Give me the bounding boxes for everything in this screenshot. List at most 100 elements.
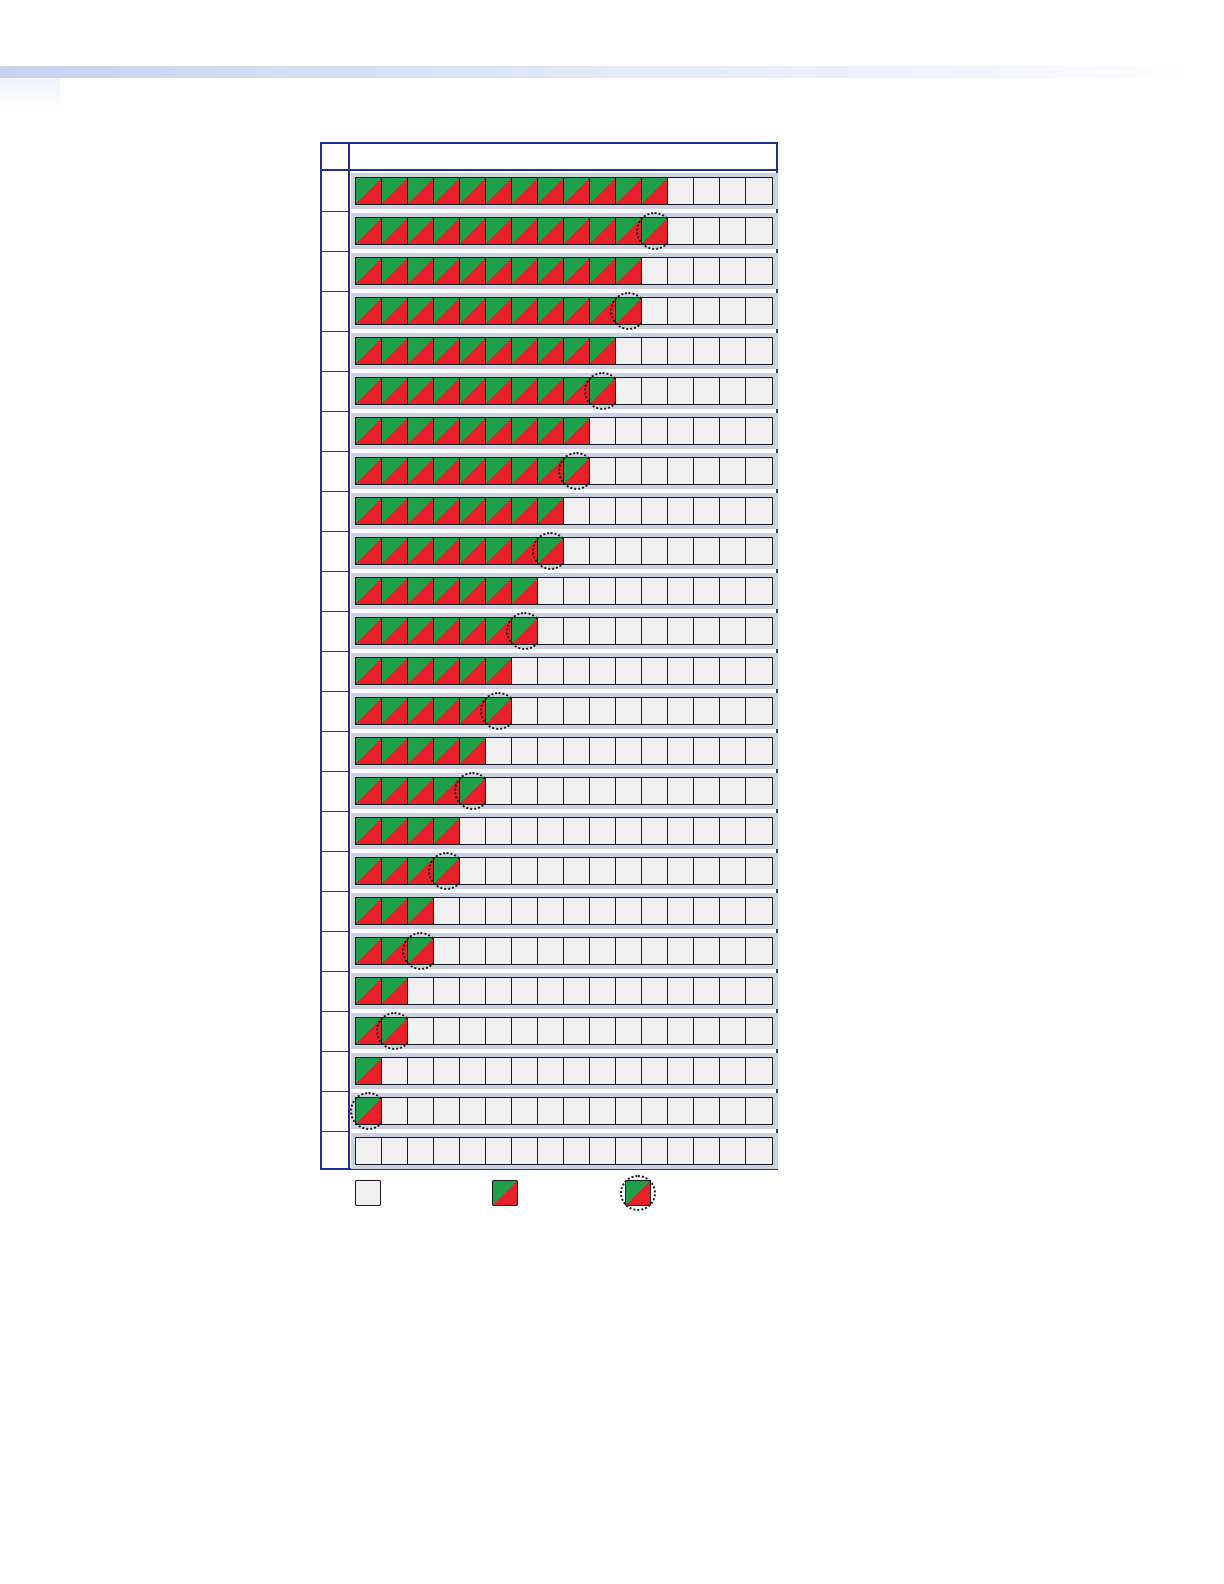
meter-row (322, 1011, 778, 1052)
meter-segment-unlit (590, 498, 616, 524)
meter-segment-unlit (486, 1098, 512, 1124)
level-meter (351, 772, 778, 810)
meter-segment-lit (356, 458, 382, 484)
meter-segment-unlit (642, 658, 668, 684)
level-meter (351, 253, 778, 289)
level-meter-bar (355, 1137, 773, 1165)
meter-segment-lit (408, 378, 434, 404)
level-meter (351, 1133, 778, 1169)
meter-segment-unlit (512, 898, 538, 924)
meter-segment-lit (356, 898, 382, 924)
blinking-segment-icon (620, 1175, 656, 1211)
meter-segment-unlit (538, 818, 564, 844)
meter-segment-unlit (642, 618, 668, 644)
meter-segment-unlit (564, 498, 590, 524)
meter-segment-unlit (538, 698, 564, 724)
meter-segment-unlit (720, 498, 746, 524)
level-meter (351, 292, 778, 330)
meter-segment-unlit (616, 618, 642, 644)
meter-segment-unlit (746, 898, 772, 924)
meter-segment-lit (512, 258, 538, 284)
meter-segment-unlit (746, 1018, 772, 1044)
meter-row (322, 571, 778, 612)
meter-segment-lit (434, 458, 460, 484)
meter-row (322, 1131, 778, 1171)
meter-segment-unlit (720, 1018, 746, 1044)
meter-segment-lit (382, 178, 408, 204)
meter-row (322, 811, 778, 852)
meter-segment-unlit (538, 1018, 564, 1044)
meter-segment-unlit (538, 738, 564, 764)
meter-segment-lit (408, 578, 434, 604)
meter-segment-unlit (642, 418, 668, 444)
meter-segment-unlit (694, 1098, 720, 1124)
meter-segment-unlit (746, 1138, 772, 1164)
meter-segment-unlit (434, 898, 460, 924)
meter-segment-unlit (486, 1138, 512, 1164)
meter-segment-unlit (590, 738, 616, 764)
meter-segment-unlit (746, 978, 772, 1004)
meter-segment-unlit (616, 578, 642, 604)
level-meter-bar (355, 977, 773, 1005)
meter-segment-unlit (408, 1058, 434, 1084)
meter-segment-unlit (434, 1098, 460, 1124)
meter-segment-unlit (668, 258, 694, 284)
meter-segment-unlit (720, 538, 746, 564)
meter-segment-unlit (694, 298, 720, 324)
meter-segment-unlit (590, 698, 616, 724)
level-meter (351, 413, 778, 449)
meter-segment-unlit (512, 658, 538, 684)
row-divider (322, 491, 350, 492)
meter-segment-unlit (668, 778, 694, 804)
meter-segment-unlit (538, 898, 564, 924)
meter-segment-unlit (512, 858, 538, 884)
meter-segment-lit (408, 418, 434, 444)
row-divider (322, 731, 350, 732)
meter-segment-lit (486, 258, 512, 284)
meter-segment-unlit (642, 578, 668, 604)
meter-segment-unlit (642, 978, 668, 1004)
meter-segment-unlit (720, 778, 746, 804)
level-meter (351, 893, 778, 929)
meter-segment-lit (434, 818, 460, 844)
meter-segment-lit (382, 338, 408, 364)
meter-segment-lit (408, 298, 434, 324)
meter-segment-unlit (538, 1098, 564, 1124)
meter-segment-unlit (616, 698, 642, 724)
meter-segment-lit (538, 258, 564, 284)
meter-segment-lit (460, 538, 486, 564)
meter-segment-lit (434, 258, 460, 284)
meter-segment-lit (356, 378, 382, 404)
meter-segment-unlit (642, 818, 668, 844)
meter-segment-lit (434, 658, 460, 684)
meter-segment-lit (356, 538, 382, 564)
meter-segment-unlit (590, 418, 616, 444)
meter-segment-unlit (590, 658, 616, 684)
meter-segment-unlit (720, 218, 746, 244)
meter-segment-unlit (512, 1138, 538, 1164)
meter-segment-unlit (434, 1058, 460, 1084)
meter-segment-lit (616, 178, 642, 204)
meter-segment-unlit (460, 1098, 486, 1124)
meter-segment-lit (538, 218, 564, 244)
meter-segment-lit (486, 378, 512, 404)
meter-segment-unlit (590, 538, 616, 564)
meter-segment-unlit (512, 818, 538, 844)
meter-segment-unlit (694, 538, 720, 564)
meter-segment-unlit (746, 1098, 772, 1124)
meter-segment-unlit (746, 538, 772, 564)
level-meter-bar (355, 177, 773, 205)
meter-segment-unlit (668, 338, 694, 364)
meter-segment-blinking (584, 372, 621, 410)
meter-segment-lit (356, 178, 382, 204)
meter-segment-unlit (694, 738, 720, 764)
meter-segment-lit (564, 418, 590, 444)
meter-segment-blinking (402, 932, 439, 970)
meter-segment-unlit (538, 938, 564, 964)
meter-segment-unlit (642, 1058, 668, 1084)
meter-segment-unlit (720, 818, 746, 844)
meter-segment-unlit (564, 698, 590, 724)
meter-segment-unlit (746, 1058, 772, 1084)
meter-row (322, 691, 778, 732)
meter-segment-lit (356, 218, 382, 244)
